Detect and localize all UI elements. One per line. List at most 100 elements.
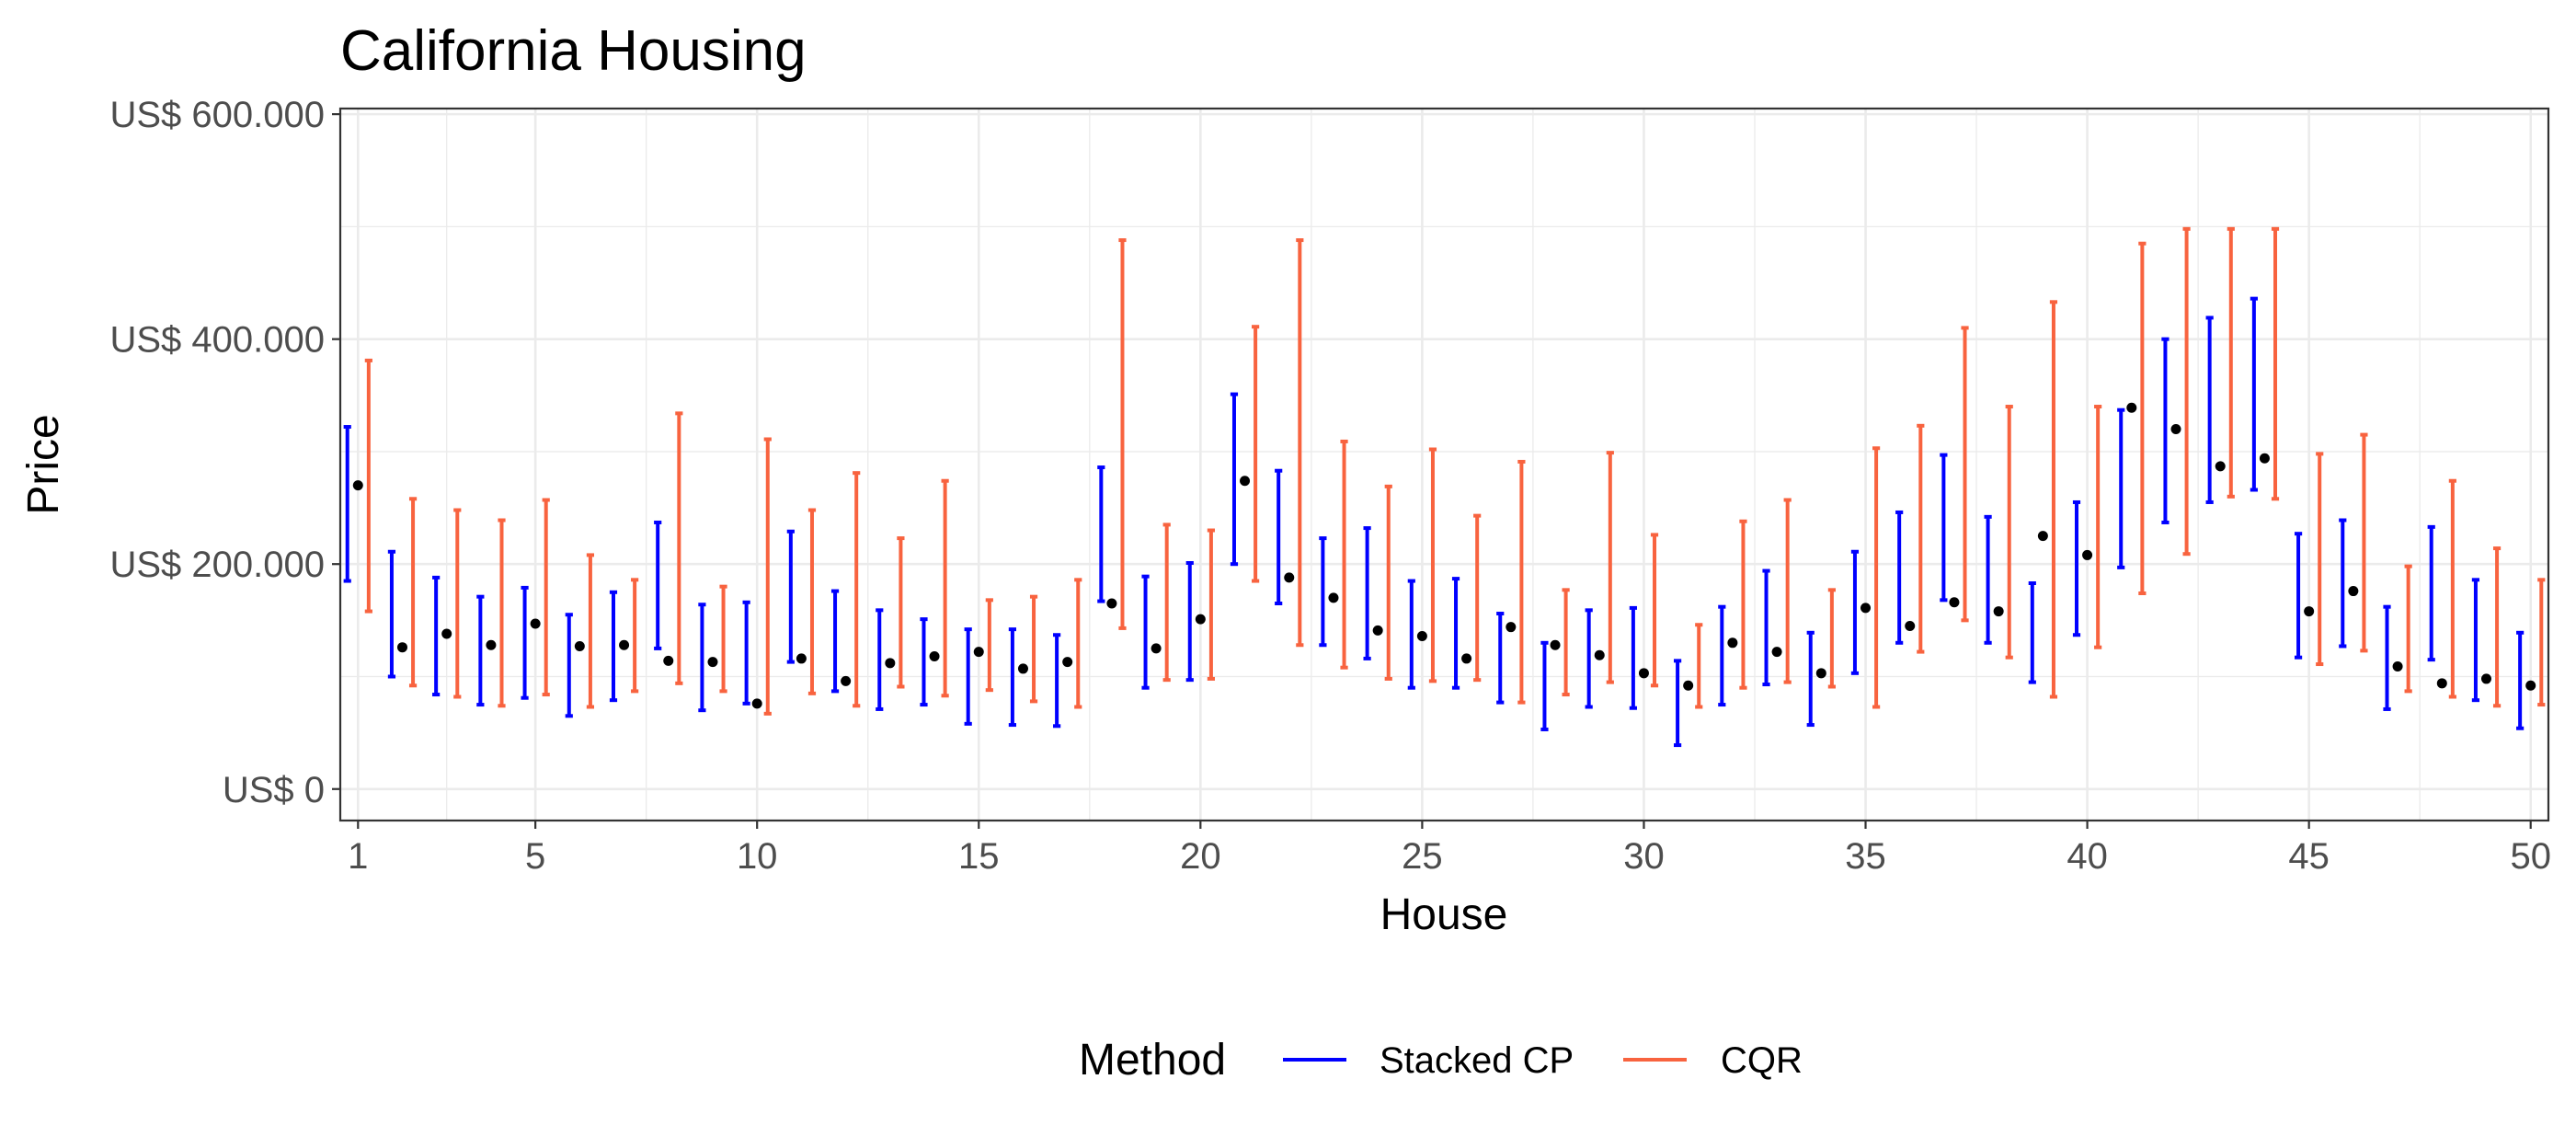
price-point: [707, 657, 718, 668]
errorbar-stacked-cp: [1496, 612, 1505, 705]
errorbar-cqr: [1384, 484, 1392, 681]
price-point: [663, 655, 674, 666]
errorbar-cqr: [2049, 300, 2058, 699]
y-axis-title: Price: [19, 414, 68, 514]
errorbar-stacked-cp: [387, 549, 396, 679]
errorbar-cqr: [1695, 623, 1703, 709]
plot-panel-border: [338, 107, 2550, 822]
errorbar-cqr: [853, 471, 861, 708]
price-point: [1240, 476, 1251, 487]
errorbar-cqr: [2448, 478, 2456, 699]
price-point: [1062, 657, 1073, 668]
errorbar-cqr: [586, 553, 595, 709]
errorbar-cqr: [2182, 226, 2191, 557]
errorbar-cqr: [2404, 564, 2412, 694]
price-point: [885, 658, 896, 669]
errorbar-cqr: [2005, 405, 2013, 660]
price-point: [751, 698, 762, 709]
errorbar-cqr: [675, 411, 683, 685]
errorbar-cqr: [631, 578, 639, 694]
errorbar-cqr: [2271, 226, 2280, 501]
errorbar-cqr: [941, 478, 949, 698]
price-point: [2392, 660, 2403, 672]
errorbar-cqr: [2360, 432, 2368, 653]
x-tick-label: 50: [2510, 836, 2551, 877]
errorbar-cqr: [364, 358, 372, 614]
legend-label-stacked-cp: Stacked CP: [1380, 1040, 1574, 1081]
errorbar-stacked-cp: [1718, 604, 1726, 707]
price-point: [441, 628, 452, 639]
errorbar-stacked-cp: [920, 617, 928, 707]
errorbar-cqr: [2537, 578, 2546, 707]
errorbar-stacked-cp: [1185, 560, 1194, 683]
errorbar-cqr: [1562, 588, 1570, 697]
errorbar-cqr: [2227, 226, 2235, 499]
price-point: [2126, 402, 2137, 413]
error-bars: [343, 226, 2546, 748]
errorbar-stacked-cp: [1451, 577, 1460, 690]
price-point: [2037, 531, 2048, 542]
errorbar-stacked-cp: [521, 585, 529, 700]
errorbar-stacked-cp: [1230, 392, 1239, 567]
errorbar-stacked-cp: [2250, 296, 2258, 492]
errorbar-cqr: [1473, 513, 1482, 683]
x-tick-label: 1: [348, 836, 368, 877]
errorbar-stacked-cp: [565, 613, 573, 718]
x-tick-label: 35: [1845, 836, 1886, 877]
price-point: [2525, 680, 2536, 691]
errorbar-cqr: [453, 508, 462, 699]
errorbar-cqr: [719, 584, 727, 694]
errorbar-stacked-cp: [1762, 568, 1770, 687]
price-point: [1017, 663, 1028, 674]
errorbar-cqr: [1207, 528, 1215, 681]
errorbar-cqr: [1739, 519, 1747, 690]
errorbar-stacked-cp: [2471, 578, 2480, 703]
errorbar-stacked-cp: [2205, 316, 2214, 504]
errorbar-stacked-cp: [609, 590, 618, 703]
errorbar-stacked-cp: [2294, 532, 2303, 660]
errorbar-stacked-cp: [2516, 630, 2524, 730]
price-point: [1151, 643, 1162, 654]
x-tick-label: 40: [2067, 836, 2108, 877]
price-point: [1860, 603, 1872, 614]
price-point: [929, 650, 940, 661]
price-point: [1506, 622, 1517, 633]
errorbar-stacked-cp: [2427, 524, 2435, 662]
errorbar-cqr: [1961, 326, 1969, 623]
errorbar-stacked-cp: [2339, 518, 2347, 649]
errorbar-stacked-cp: [2161, 337, 2170, 524]
errorbar-stacked-cp: [1363, 526, 1371, 660]
price-point: [2259, 453, 2270, 464]
price-point: [2348, 586, 2359, 597]
errorbar-cqr: [1606, 451, 1614, 684]
errorbar-stacked-cp: [1275, 468, 1283, 606]
price-point: [973, 647, 984, 658]
price-point: [352, 480, 363, 491]
errorbar-cqr: [2138, 241, 2147, 596]
errorbar-cqr: [1827, 588, 1836, 689]
errorbar-cqr: [1340, 439, 1348, 670]
errorbar-cqr: [985, 598, 993, 693]
errorbar-cqr: [2492, 546, 2502, 708]
errorbar-stacked-cp: [1984, 514, 1992, 645]
errorbar-cqr: [2094, 405, 2102, 649]
price-point: [841, 675, 852, 686]
price-point: [2304, 606, 2315, 617]
price-point: [1638, 668, 1649, 679]
errorbar-stacked-cp: [2383, 604, 2391, 711]
errorbar-stacked-cp: [698, 603, 706, 713]
errorbar-stacked-cp: [1585, 608, 1593, 709]
errorbar-stacked-cp: [1674, 659, 1682, 748]
price-point: [1372, 625, 1383, 636]
price-point: [2082, 549, 2093, 560]
errorbar-cqr: [1650, 533, 1659, 688]
errorbar-cqr: [2316, 452, 2324, 667]
errorbar-stacked-cp: [964, 627, 972, 726]
errorbar-stacked-cp: [1940, 453, 1948, 603]
x-axis-title: House: [1380, 890, 1508, 939]
price-point: [1195, 614, 1206, 625]
price-point: [2170, 423, 2181, 434]
price-point: [574, 640, 585, 651]
